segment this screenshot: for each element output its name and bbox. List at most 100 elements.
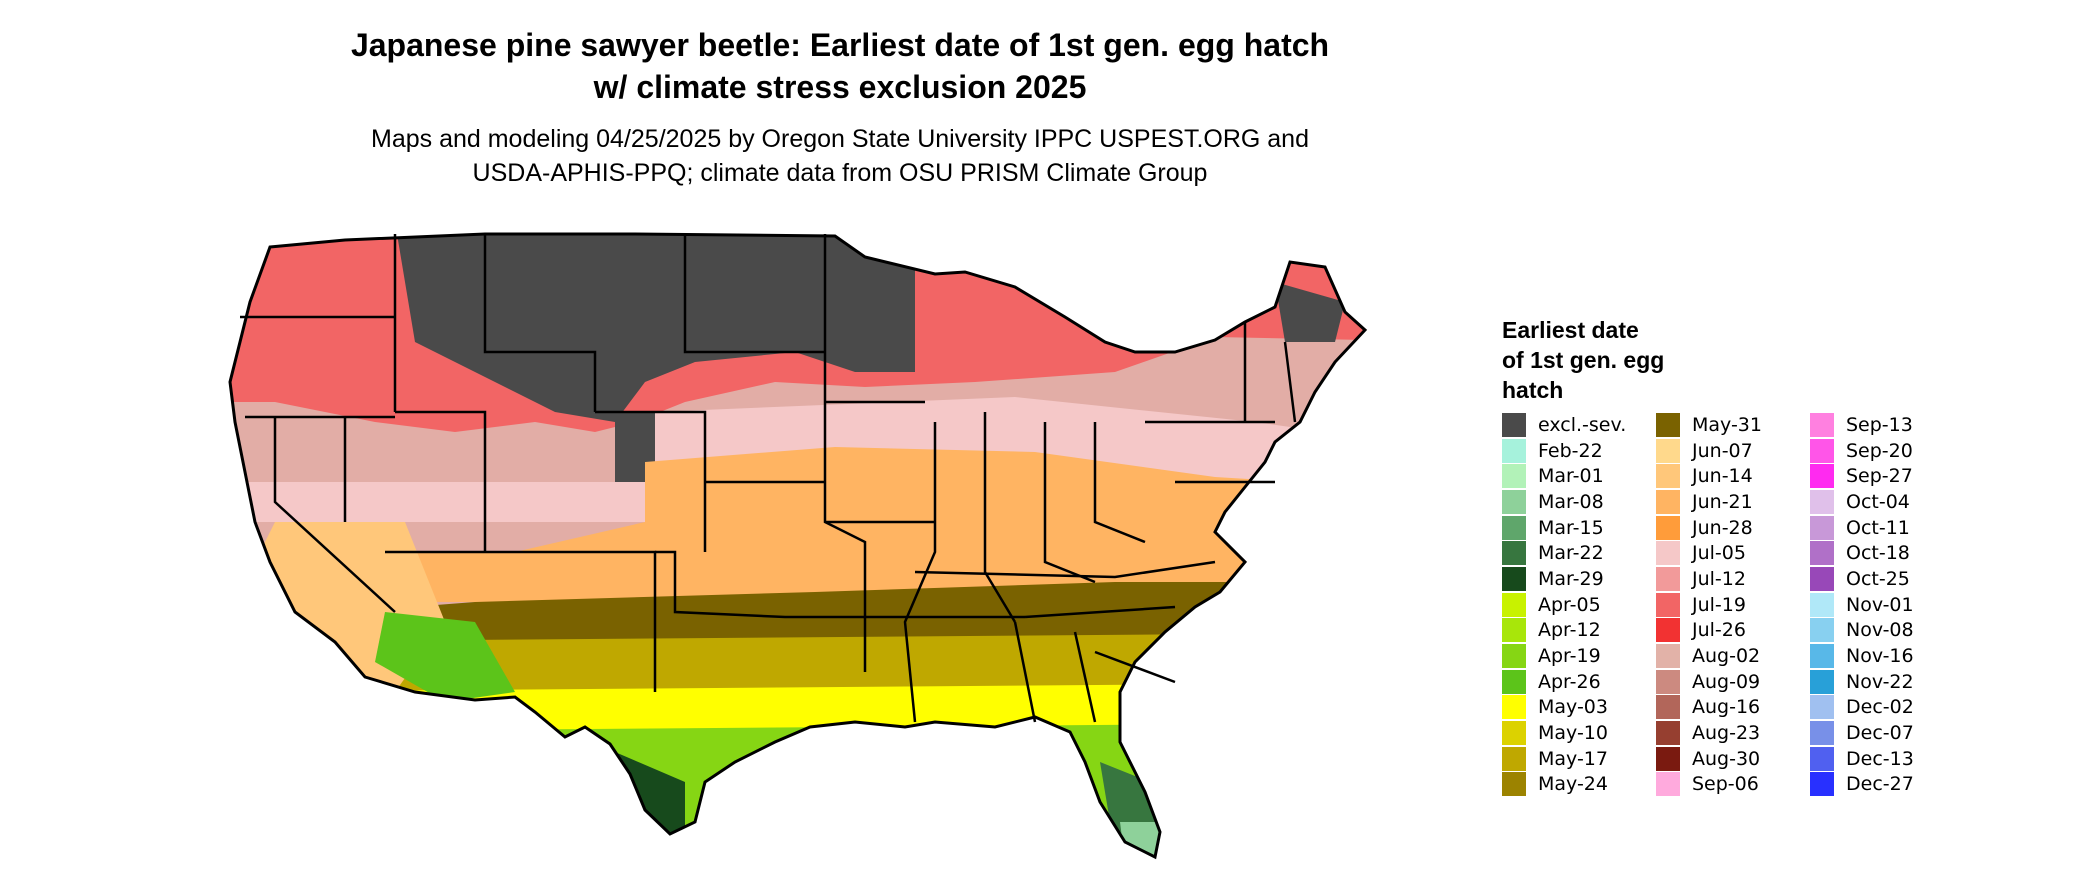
legend-swatch (1810, 412, 1834, 437)
legend-swatch (1810, 438, 1834, 463)
state-boundaries (240, 234, 1297, 723)
legend-label: May-24 (1538, 773, 1608, 796)
legend-label: Aug-23 (1692, 722, 1761, 745)
legend-item: Aug-23 (1656, 720, 1792, 746)
legend-label: Aug-09 (1692, 670, 1761, 693)
legend-swatch (1502, 772, 1526, 797)
legend-swatch (1656, 721, 1680, 746)
legend: excl.-sev. Feb-22 Mar-01 Mar-08 Mar-15 Mar-22… (1502, 412, 1946, 797)
legend-swatch (1502, 438, 1526, 463)
legend-swatch (1656, 541, 1680, 566)
legend-item: Nov-22 (1810, 669, 1946, 695)
legend-item: Jul-19 (1656, 592, 1792, 618)
legend-swatch (1502, 618, 1526, 643)
legend-item: Jul-12 (1656, 566, 1792, 592)
legend-swatch (1810, 618, 1834, 643)
legend-swatch (1810, 541, 1834, 566)
legend-swatch (1656, 592, 1680, 617)
legend-swatch (1810, 515, 1834, 540)
legend-swatch (1502, 721, 1526, 746)
legend-swatch (1810, 592, 1834, 617)
legend-label: Mar-08 (1538, 490, 1604, 513)
legend-label: Mar-29 (1538, 567, 1604, 590)
legend-column: May-31 Jun-07 Jun-14 Jun-21 Jun-28 Jul-05 Jul-… (1656, 412, 1792, 797)
us-egg-hatch-map (228, 232, 1368, 860)
legend-swatch (1656, 618, 1680, 643)
legend-title-line1: Earliest date (1502, 317, 1639, 343)
legend-label: May-03 (1538, 696, 1608, 719)
legend-item: Oct-25 (1810, 566, 1946, 592)
legend-item: Nov-16 (1810, 643, 1946, 669)
legend-label: Sep-13 (1846, 413, 1913, 436)
legend-item: Jun-07 (1656, 438, 1792, 464)
legend-item: May-24 (1502, 772, 1638, 798)
legend-label: Jul-05 (1692, 542, 1746, 565)
legend-label: Oct-25 (1846, 567, 1910, 590)
legend-swatch (1502, 669, 1526, 694)
legend-label: Dec-07 (1846, 722, 1914, 745)
legend-swatch (1502, 592, 1526, 617)
legend-item: Sep-06 (1656, 772, 1792, 798)
legend-swatch (1810, 644, 1834, 669)
legend-label: Mar-01 (1538, 465, 1604, 488)
legend-label: Aug-30 (1692, 747, 1761, 770)
legend-label: Mar-15 (1538, 516, 1604, 539)
legend-item: Sep-20 (1810, 438, 1946, 464)
legend-label: Jul-26 (1692, 619, 1746, 642)
legend-item: Oct-11 (1810, 515, 1946, 541)
map-title: Japanese pine sawyer beetle: Earliest da… (180, 24, 1500, 108)
legend-label: Oct-18 (1846, 542, 1910, 565)
legend-item: Aug-16 (1656, 695, 1792, 721)
legend-item: Mar-29 (1502, 566, 1638, 592)
legend-label: Dec-02 (1846, 696, 1914, 719)
legend-label: Nov-16 (1846, 645, 1914, 668)
legend-item: Dec-27 (1810, 772, 1946, 798)
legend-label: Sep-06 (1692, 773, 1759, 796)
legend-item: Oct-04 (1810, 489, 1946, 515)
legend-label: Apr-05 (1538, 593, 1601, 616)
legend-label: Apr-19 (1538, 645, 1601, 668)
legend-item: Oct-18 (1810, 540, 1946, 566)
legend-swatch (1810, 695, 1834, 720)
legend-item: Aug-30 (1656, 746, 1792, 772)
legend-label: Dec-13 (1846, 747, 1914, 770)
legend-swatch (1656, 695, 1680, 720)
legend-item: May-17 (1502, 746, 1638, 772)
legend-swatch (1656, 566, 1680, 591)
map-title-line1: Japanese pine sawyer beetle: Earliest da… (350, 27, 1330, 63)
legend-item: Jul-05 (1656, 540, 1792, 566)
legend-swatch (1656, 489, 1680, 514)
legend-label: Feb-22 (1538, 439, 1603, 462)
legend-label: Aug-16 (1692, 696, 1761, 719)
map-subtitle: Maps and modeling 04/25/2025 by Oregon S… (180, 122, 1500, 190)
legend-swatch (1502, 541, 1526, 566)
legend-label: May-17 (1538, 747, 1608, 770)
legend-item: Mar-22 (1502, 540, 1638, 566)
legend-item: Mar-08 (1502, 489, 1638, 515)
legend-swatch (1656, 669, 1680, 694)
legend-title-line3: hatch (1502, 377, 1564, 403)
legend-swatch (1810, 746, 1834, 771)
legend-item: Sep-13 (1810, 412, 1946, 438)
legend-label: Aug-02 (1692, 645, 1761, 668)
legend-swatch (1810, 566, 1834, 591)
legend-title: Earliest date of 1st gen. egg hatch (1502, 315, 1722, 405)
legend-swatch (1656, 412, 1680, 437)
legend-label: May-10 (1538, 722, 1608, 745)
map-subtitle-line1: Maps and modeling 04/25/2025 by Oregon S… (371, 125, 1309, 153)
legend-label: Nov-08 (1846, 619, 1914, 642)
legend-item: Nov-01 (1810, 592, 1946, 618)
legend-swatch (1502, 464, 1526, 489)
legend-item: Apr-19 (1502, 643, 1638, 669)
legend-item: May-03 (1502, 695, 1638, 721)
legend-swatch (1502, 746, 1526, 771)
legend-item: Dec-02 (1810, 695, 1946, 721)
legend-label: Apr-26 (1538, 670, 1601, 693)
legend-item: Dec-13 (1810, 746, 1946, 772)
legend-item: Jul-26 (1656, 618, 1792, 644)
legend-swatch (1810, 721, 1834, 746)
legend-title-line2: of 1st gen. egg (1502, 347, 1665, 373)
legend-item: Apr-05 (1502, 592, 1638, 618)
legend-label: excl.-sev. (1538, 413, 1627, 436)
legend-item: May-10 (1502, 720, 1638, 746)
